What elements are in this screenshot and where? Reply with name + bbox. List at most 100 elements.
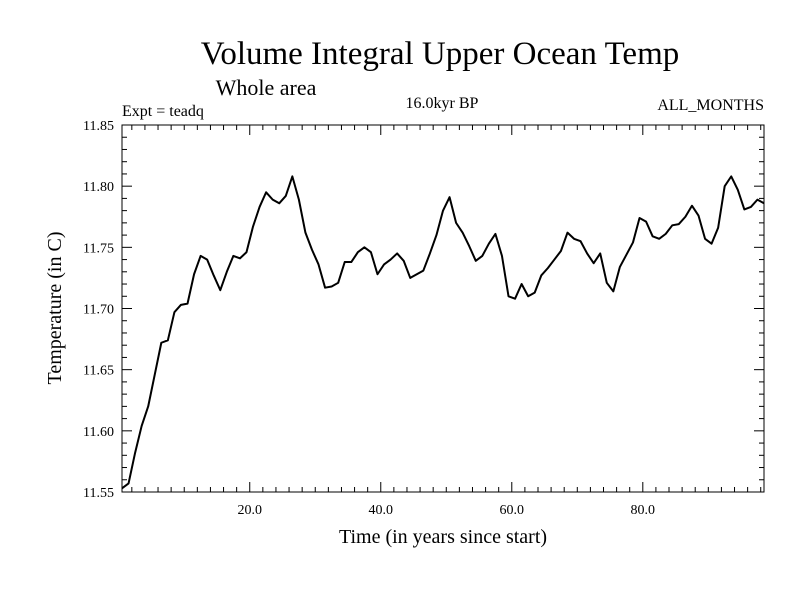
data-point: [553, 259, 555, 261]
data-point: [527, 295, 529, 297]
data-point: [645, 221, 647, 223]
data-point: [612, 290, 614, 292]
data-point: [534, 292, 536, 294]
data-point: [730, 175, 732, 177]
x-tick-label: 60.0: [500, 503, 525, 518]
data-point: [187, 303, 189, 305]
data-point: [606, 282, 608, 284]
data-point: [475, 260, 477, 262]
data-point: [704, 238, 706, 240]
data-point: [508, 295, 510, 297]
data-point: [331, 285, 333, 287]
data-point: [678, 223, 680, 225]
chart-title: Volume Integral Upper Ocean Temp: [201, 36, 679, 72]
data-point: [599, 252, 601, 254]
data-point: [141, 425, 143, 427]
data-point: [691, 205, 693, 207]
x-tick-label: 80.0: [631, 503, 656, 518]
data-point: [632, 241, 634, 243]
x-tick-label: 40.0: [369, 503, 394, 518]
data-point: [429, 252, 431, 254]
y-tick-label: 11.70: [83, 303, 114, 318]
data-point: [462, 232, 464, 234]
data-point: [573, 238, 575, 240]
y-tick-label: 11.85: [83, 119, 114, 134]
data-point: [593, 262, 595, 264]
data-point: [756, 199, 758, 201]
data-point: [147, 405, 149, 407]
data-point: [639, 217, 641, 219]
data-point: [580, 240, 582, 242]
data-point: [409, 277, 411, 279]
data-point: [422, 270, 424, 272]
data-point: [560, 250, 562, 252]
data-point: [180, 304, 182, 306]
data-point: [658, 238, 660, 240]
data-point: [671, 224, 673, 226]
data-point: [206, 259, 208, 261]
y-axis-label: Temperature (in C): [44, 232, 66, 385]
data-point: [442, 210, 444, 212]
data-point: [566, 232, 568, 234]
data-point: [586, 252, 588, 254]
chart-subtitle: Whole area: [216, 75, 317, 100]
y-tick-label: 11.65: [83, 364, 114, 379]
data-point: [298, 199, 300, 201]
data-point: [468, 245, 470, 247]
data-point: [743, 208, 745, 210]
data-point: [239, 257, 241, 259]
data-point: [449, 196, 451, 198]
data-points: [121, 175, 765, 489]
data-point: [521, 283, 523, 285]
data-point: [540, 274, 542, 276]
data-point: [396, 252, 398, 254]
data-point: [252, 226, 254, 228]
data-point: [737, 189, 739, 191]
data-point: [403, 260, 405, 262]
series-line-temperature: [121, 175, 765, 490]
data-point: [494, 233, 496, 235]
data-point: [128, 482, 130, 484]
data-point: [763, 202, 765, 204]
data-point: [481, 255, 483, 257]
data-point: [278, 202, 280, 204]
data-point: [259, 206, 261, 208]
data-point: [311, 249, 313, 251]
y-tick-label: 11.80: [83, 180, 114, 195]
data-point: [350, 261, 352, 263]
data-point: [357, 251, 359, 253]
data-point: [435, 234, 437, 236]
data-point: [173, 311, 175, 313]
data-point: [501, 255, 503, 257]
data-point: [304, 232, 306, 234]
y-tick-label: 11.60: [83, 425, 114, 440]
data-point: [750, 206, 752, 208]
data-point: [318, 263, 320, 265]
data-point: [265, 191, 267, 193]
data-point: [697, 215, 699, 217]
data-point: [390, 259, 392, 261]
data-point: [219, 289, 221, 291]
data-point: [376, 273, 378, 275]
data-point: [154, 374, 156, 376]
x-axis: 20.0 40.0 60.0 80.0: [131, 125, 762, 518]
data-point: [455, 222, 457, 224]
data-point: [383, 263, 385, 265]
data-point: [232, 255, 234, 257]
data-point: [344, 261, 346, 263]
data-point: [488, 243, 490, 245]
plot-frame: [121, 124, 765, 493]
data-point: [547, 267, 549, 269]
data-point: [160, 342, 162, 344]
data-point: [717, 227, 719, 229]
x-axis-label: Time (in years since start): [339, 526, 547, 548]
data-point: [619, 266, 621, 268]
data-point: [193, 273, 195, 275]
data-point: [337, 282, 339, 284]
data-point: [245, 251, 247, 253]
data-point: [324, 287, 326, 289]
data-point: [200, 255, 202, 257]
data-point: [514, 298, 516, 300]
data-point: [652, 235, 654, 237]
data-point: [665, 233, 667, 235]
